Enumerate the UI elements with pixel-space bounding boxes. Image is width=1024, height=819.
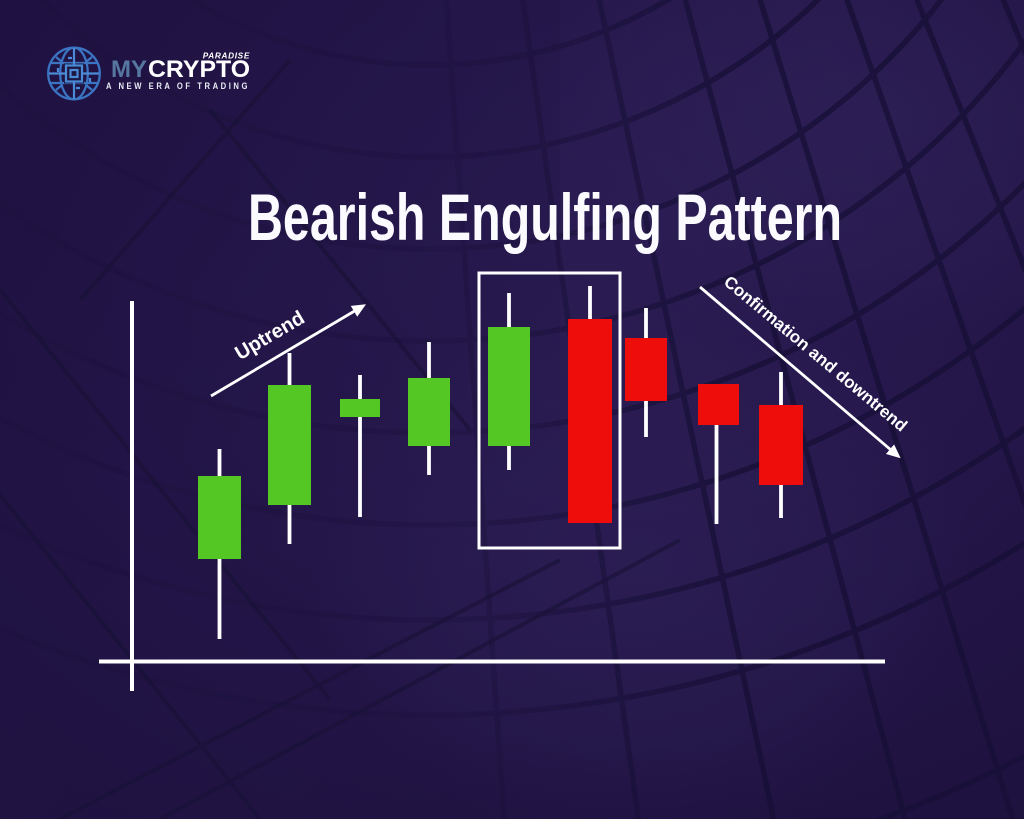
svg-text:Bearish Engulfing Pattern: Bearish Engulfing Pattern (248, 180, 842, 254)
svg-text:MY: MY (111, 56, 147, 83)
svg-text:A NEW ERA OF TRADING: A NEW ERA OF TRADING (106, 81, 250, 91)
svg-text:CRYPTO: CRYPTO (148, 56, 250, 83)
svg-text:PARADISE: PARADISE (203, 52, 250, 61)
